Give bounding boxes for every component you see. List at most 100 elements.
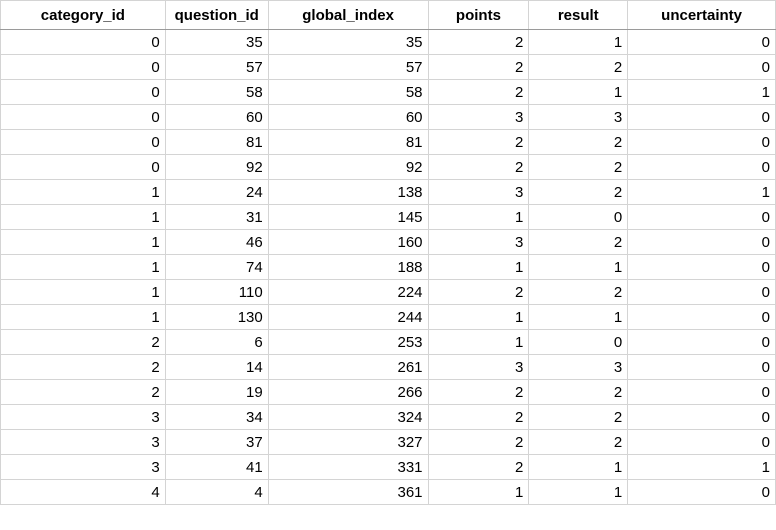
cell-points[interactable]: 2 [427,79,530,105]
cell-uncertainty[interactable]: 0 [627,304,776,330]
cell-question-id[interactable]: 14 [164,354,269,380]
cell-global-index[interactable]: 266 [267,379,429,405]
cell-global-index[interactable]: 145 [267,204,429,230]
cell-global-index[interactable]: 224 [267,279,429,305]
cell-global-index[interactable]: 327 [267,429,429,455]
cell-result[interactable]: 2 [528,229,629,255]
header-cell-global-index[interactable]: global_index [267,0,429,30]
cell-question-id[interactable]: 130 [164,304,269,330]
cell-points[interactable]: 2 [427,429,530,455]
cell-question-id[interactable]: 81 [164,129,269,155]
cell-question-id[interactable]: 4 [164,479,269,505]
cell-result[interactable]: 1 [528,479,629,505]
cell-global-index[interactable]: 244 [267,304,429,330]
cell-points[interactable]: 3 [427,179,530,205]
cell-question-id[interactable]: 60 [164,104,269,130]
cell-category-id[interactable]: 0 [0,29,166,55]
cell-result[interactable]: 2 [528,379,629,405]
cell-points[interactable]: 3 [427,104,530,130]
cell-question-id[interactable]: 34 [164,404,269,430]
cell-uncertainty[interactable]: 0 [627,329,776,355]
cell-points[interactable]: 3 [427,229,530,255]
cell-category-id[interactable]: 3 [0,429,166,455]
cell-uncertainty[interactable]: 0 [627,279,776,305]
cell-category-id[interactable]: 3 [0,404,166,430]
cell-uncertainty[interactable]: 0 [627,104,776,130]
cell-question-id[interactable]: 92 [164,154,269,180]
cell-global-index[interactable]: 58 [267,79,429,105]
cell-points[interactable]: 2 [427,29,530,55]
cell-result[interactable]: 1 [528,79,629,105]
cell-category-id[interactable]: 0 [0,104,166,130]
cell-category-id[interactable]: 0 [0,54,166,80]
cell-result[interactable]: 2 [528,279,629,305]
cell-category-id[interactable]: 1 [0,304,166,330]
cell-question-id[interactable]: 6 [164,329,269,355]
cell-category-id[interactable]: 4 [0,479,166,505]
cell-uncertainty[interactable]: 1 [627,179,776,205]
cell-uncertainty[interactable]: 0 [627,254,776,280]
cell-category-id[interactable]: 2 [0,354,166,380]
cell-global-index[interactable]: 261 [267,354,429,380]
cell-result[interactable]: 2 [528,154,629,180]
cell-result[interactable]: 3 [528,104,629,130]
cell-result[interactable]: 2 [528,129,629,155]
cell-points[interactable]: 3 [427,354,530,380]
cell-points[interactable]: 2 [427,279,530,305]
header-cell-points[interactable]: points [427,0,530,30]
cell-question-id[interactable]: 58 [164,79,269,105]
cell-question-id[interactable]: 37 [164,429,269,455]
cell-points[interactable]: 1 [427,479,530,505]
cell-question-id[interactable]: 31 [164,204,269,230]
cell-points[interactable]: 2 [427,379,530,405]
cell-question-id[interactable]: 35 [164,29,269,55]
cell-global-index[interactable]: 138 [267,179,429,205]
cell-uncertainty[interactable]: 0 [627,204,776,230]
cell-category-id[interactable]: 1 [0,179,166,205]
cell-uncertainty[interactable]: 0 [627,154,776,180]
cell-global-index[interactable]: 253 [267,329,429,355]
cell-category-id[interactable]: 1 [0,229,166,255]
cell-uncertainty[interactable]: 1 [627,79,776,105]
cell-result[interactable]: 2 [528,404,629,430]
cell-result[interactable]: 0 [528,204,629,230]
cell-uncertainty[interactable]: 1 [627,454,776,480]
cell-question-id[interactable]: 57 [164,54,269,80]
cell-global-index[interactable]: 60 [267,104,429,130]
cell-category-id[interactable]: 1 [0,279,166,305]
header-cell-uncertainty[interactable]: uncertainty [627,0,776,30]
cell-question-id[interactable]: 41 [164,454,269,480]
cell-global-index[interactable]: 324 [267,404,429,430]
cell-result[interactable]: 1 [528,29,629,55]
cell-points[interactable]: 1 [427,329,530,355]
cell-global-index[interactable]: 92 [267,154,429,180]
cell-category-id[interactable]: 3 [0,454,166,480]
cell-question-id[interactable]: 110 [164,279,269,305]
cell-category-id[interactable]: 2 [0,329,166,355]
cell-uncertainty[interactable]: 0 [627,479,776,505]
cell-points[interactable]: 1 [427,304,530,330]
cell-question-id[interactable]: 19 [164,379,269,405]
cell-uncertainty[interactable]: 0 [627,29,776,55]
cell-points[interactable]: 2 [427,404,530,430]
cell-category-id[interactable]: 1 [0,254,166,280]
cell-result[interactable]: 3 [528,354,629,380]
cell-question-id[interactable]: 74 [164,254,269,280]
cell-points[interactable]: 2 [427,454,530,480]
cell-result[interactable]: 2 [528,54,629,80]
cell-result[interactable]: 1 [528,454,629,480]
cell-points[interactable]: 2 [427,54,530,80]
cell-global-index[interactable]: 35 [267,29,429,55]
cell-global-index[interactable]: 188 [267,254,429,280]
cell-uncertainty[interactable]: 0 [627,229,776,255]
cell-uncertainty[interactable]: 0 [627,54,776,80]
cell-uncertainty[interactable]: 0 [627,379,776,405]
cell-uncertainty[interactable]: 0 [627,354,776,380]
cell-points[interactable]: 2 [427,129,530,155]
cell-result[interactable]: 2 [528,429,629,455]
cell-points[interactable]: 1 [427,204,530,230]
cell-result[interactable]: 1 [528,304,629,330]
cell-global-index[interactable]: 160 [267,229,429,255]
cell-result[interactable]: 0 [528,329,629,355]
cell-global-index[interactable]: 57 [267,54,429,80]
